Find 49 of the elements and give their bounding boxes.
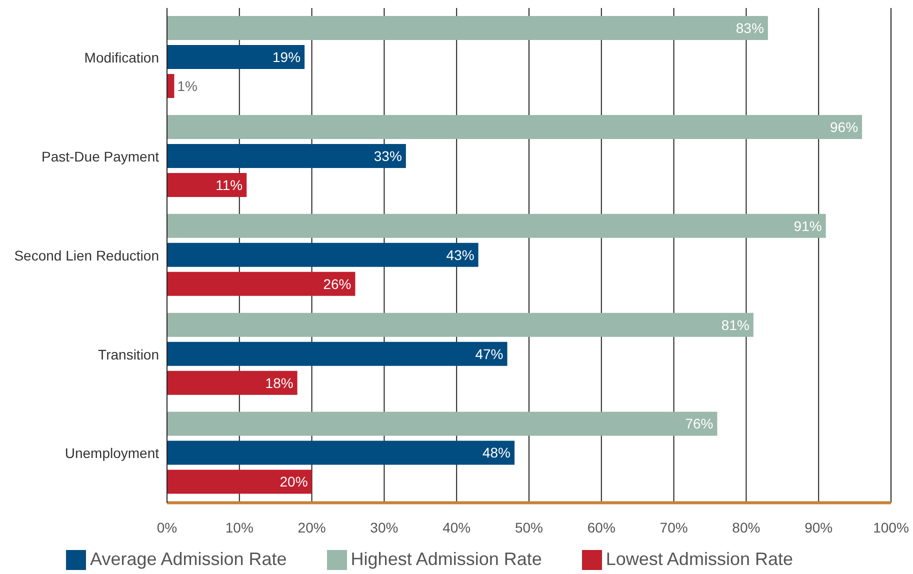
y-tick-label: Past-Due Payment bbox=[42, 148, 160, 164]
x-tick-label: 0% bbox=[156, 520, 178, 536]
bar bbox=[167, 114, 862, 139]
bar bbox=[167, 272, 356, 296]
x-tick-label: 30% bbox=[370, 520, 398, 536]
legend-label: Average Admission Rate bbox=[90, 548, 287, 569]
bar bbox=[167, 16, 768, 40]
x-tick-label: 100% bbox=[873, 520, 909, 536]
data-label: 43% bbox=[446, 246, 474, 263]
y-tick-label: Second Lien Reduction bbox=[14, 247, 159, 264]
bar bbox=[167, 342, 508, 366]
bar bbox=[167, 312, 754, 337]
bar bbox=[167, 370, 298, 395]
data-label: 19% bbox=[272, 48, 301, 65]
x-tick-label: 40% bbox=[442, 520, 471, 536]
x-tick-label: 90% bbox=[804, 520, 833, 536]
bar bbox=[167, 412, 718, 436]
data-label: 33% bbox=[374, 148, 402, 164]
x-tick-label: 10% bbox=[225, 520, 254, 536]
bar bbox=[167, 214, 826, 238]
data-label: 83% bbox=[736, 20, 764, 36]
legend-label: Highest Admission Rate bbox=[350, 548, 542, 569]
x-tick-label: 20% bbox=[298, 520, 326, 536]
bar bbox=[167, 74, 174, 98]
data-label: 26% bbox=[323, 276, 352, 292]
x-tick-label: 80% bbox=[732, 520, 760, 536]
data-label: 18% bbox=[265, 374, 294, 391]
bar bbox=[167, 172, 247, 197]
x-tick-label: 60% bbox=[587, 520, 616, 536]
data-label: 47% bbox=[475, 346, 504, 362]
data-label: 76% bbox=[685, 416, 714, 432]
data-label: 96% bbox=[830, 118, 858, 135]
bar bbox=[167, 144, 406, 168]
data-label: 11% bbox=[216, 176, 243, 193]
bar bbox=[167, 45, 305, 69]
data-label: 81% bbox=[721, 316, 750, 333]
y-tick-label: Unemployment bbox=[64, 445, 160, 462]
data-label: 1% bbox=[177, 78, 198, 94]
data-label: 91% bbox=[794, 218, 822, 234]
x-tick-label: 70% bbox=[660, 520, 688, 536]
x-tick-label: 50% bbox=[514, 520, 544, 536]
bar bbox=[167, 440, 515, 465]
y-tick-label: Transition bbox=[98, 346, 159, 362]
legend-label: Lowest Admission Rate bbox=[606, 548, 793, 569]
data-label: 48% bbox=[482, 444, 511, 461]
bar bbox=[167, 242, 478, 267]
y-tick-label: Modification bbox=[84, 49, 159, 66]
bar bbox=[167, 470, 312, 494]
data-label: 20% bbox=[280, 474, 308, 490]
